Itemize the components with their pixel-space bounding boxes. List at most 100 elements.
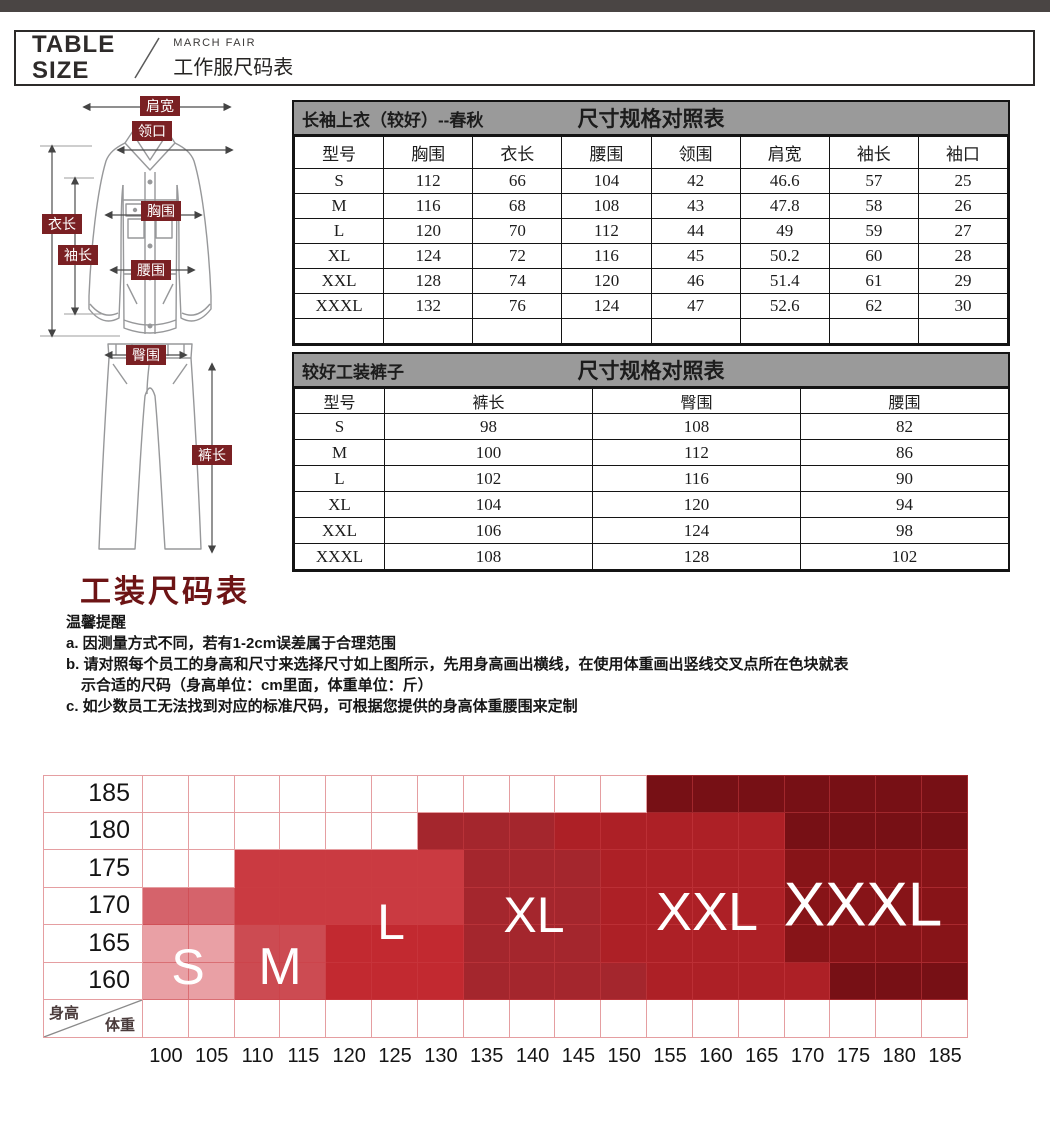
empty-cell: [738, 1000, 785, 1038]
heatmap-cell: [555, 850, 602, 888]
x-axis-label: 150: [607, 1045, 641, 1067]
jacket-table-title: 长袖上衣（较好）--春秋: [302, 110, 484, 130]
empty-cell: [188, 1000, 235, 1038]
x-axis-label: 100: [149, 1045, 183, 1067]
pants-table-header-bar: 较好工装裤子 尺寸规格对照表: [294, 354, 1008, 388]
heatmap-cell: [647, 925, 693, 963]
heatmap-cell: [280, 925, 327, 963]
table-cell: 27: [917, 218, 1009, 244]
empty-cell: [326, 1000, 373, 1038]
empty-cell: [876, 1000, 923, 1038]
x-axis-label: 185: [928, 1045, 962, 1067]
x-axis-label: 170: [790, 1045, 825, 1067]
pants-spec-table: 型号 裤长 臀围 腰围 S 98 108 82 M 100 112 86 L 102 116 90 XL 104…: [294, 388, 1009, 570]
heatmap-cell: [692, 850, 739, 888]
table-cell: 120: [561, 268, 652, 294]
brand-text: MARCH FAIR: [173, 36, 257, 49]
heatmap-cell: [509, 775, 556, 813]
table-cell: 102: [800, 543, 1009, 570]
x-axis-title: 体重: [104, 1017, 135, 1034]
heatmap-cell: [326, 775, 373, 813]
heatmap-cell: [784, 962, 831, 1000]
heatmap-cell: [234, 925, 281, 963]
table-cell: 112: [561, 218, 652, 244]
column-header: 袖长: [828, 136, 919, 169]
heatmap-cell: [326, 850, 373, 888]
x-axis-label: 115: [287, 1045, 320, 1067]
empty-cell: [143, 1000, 189, 1038]
empty-cell: [784, 1000, 831, 1038]
x-axis-label: 155: [653, 1045, 687, 1067]
x-axis-label: 140: [515, 1045, 550, 1067]
empty-cell: [234, 1000, 281, 1038]
table-cell: 74: [472, 268, 563, 294]
table-cell: 51.4: [739, 268, 830, 294]
table-row: L 102 116 90: [294, 465, 1009, 492]
label-sleeve-length: 袖长: [58, 245, 98, 265]
top-bar: [0, 0, 1050, 12]
heatmap-cell: [326, 812, 373, 850]
column-header: 衣长: [472, 136, 563, 169]
heatmap-cell: [326, 962, 373, 1000]
table-cell: 116: [383, 193, 474, 219]
table-cell: 124: [561, 293, 652, 319]
heatmap-cell: [417, 962, 464, 1000]
empty-cell: [647, 1000, 693, 1038]
heatmap-cell: [463, 925, 510, 963]
column-header: 肩宽: [739, 136, 830, 169]
y-axis-label: 175: [43, 850, 143, 888]
heatmap-cell: [188, 812, 235, 850]
y-axis-label: 180: [43, 812, 143, 850]
notes-title: 温馨提醒: [66, 614, 127, 631]
table-cell: [472, 318, 563, 344]
table-cell: 61: [828, 268, 919, 294]
heatmap-cell: [509, 962, 556, 1000]
heatmap-cell: [830, 887, 877, 925]
heatmap-cell: [143, 887, 189, 925]
jacket-spec-table: 型号 胸围 衣长 腰围 领围 肩宽 袖长 袖口 S 112 66 104 42 46.6 57 25 M 116…: [293, 136, 1009, 344]
heatmap-cell: [280, 812, 327, 850]
table-row: XL 124 72 116 45 50.2 60 28: [293, 243, 1009, 269]
table-cell: 45: [650, 243, 741, 269]
x-axis-label: 175: [836, 1045, 871, 1067]
table-cell: 28: [917, 243, 1009, 269]
heatmap-cell: [417, 812, 464, 850]
table-cell: 132: [383, 293, 474, 319]
section-heading: 工装尺码表: [80, 574, 250, 609]
heatmap-cell: [830, 925, 877, 963]
pants-outline: [98, 343, 202, 550]
heatmap-cell: [647, 775, 693, 813]
heatmap-cell: [417, 850, 464, 888]
y-axis-title: 身高: [49, 1005, 80, 1022]
heatmap-cell: [922, 850, 968, 888]
table-row: M 100 112 86: [294, 439, 1009, 466]
empty-cell: [692, 1000, 739, 1038]
x-axis-label: 110: [241, 1045, 274, 1067]
title-box: TABLE SIZE MARCH FAIR 工作服尺码表: [14, 30, 1035, 86]
heatmap-cell: [876, 962, 923, 1000]
label-shoulder-width: 肩宽: [140, 96, 180, 116]
table-cell: 112: [592, 439, 801, 466]
note-line: c. 如少数员工无法找到对应的标准尺码，可根据您提供的身高体重腰围来定制: [66, 698, 578, 715]
label-chest: 胸围: [141, 201, 181, 221]
column-header: 型号: [294, 388, 385, 414]
table-cell: 108: [384, 543, 593, 570]
table-cell: 104: [561, 168, 652, 194]
heatmap-cell: [876, 925, 923, 963]
size-heatmap-chart: 185 180 175 170 165 160 身高 体重 100 105 110 115 120 125…: [43, 775, 968, 1075]
table-cell: 90: [800, 465, 1009, 492]
table-cell: 70: [472, 218, 563, 244]
x-axis-label: 105: [195, 1045, 229, 1067]
heatmap-cell: [143, 925, 189, 963]
x-axis-label: 120: [332, 1045, 366, 1067]
heatmap-cell: [738, 775, 785, 813]
table-cell: L: [294, 465, 385, 492]
size-region-label: M: [258, 938, 302, 996]
heatmap-cell: [463, 887, 510, 925]
table-cell: 46.6: [739, 168, 830, 194]
empty-cell: [601, 1000, 648, 1038]
heatmap-cell: [876, 775, 923, 813]
heatmap-cell: [784, 812, 831, 850]
table-header-row: 型号 裤长 臀围 腰围: [294, 388, 1009, 414]
x-axis-label: 160: [699, 1045, 733, 1067]
